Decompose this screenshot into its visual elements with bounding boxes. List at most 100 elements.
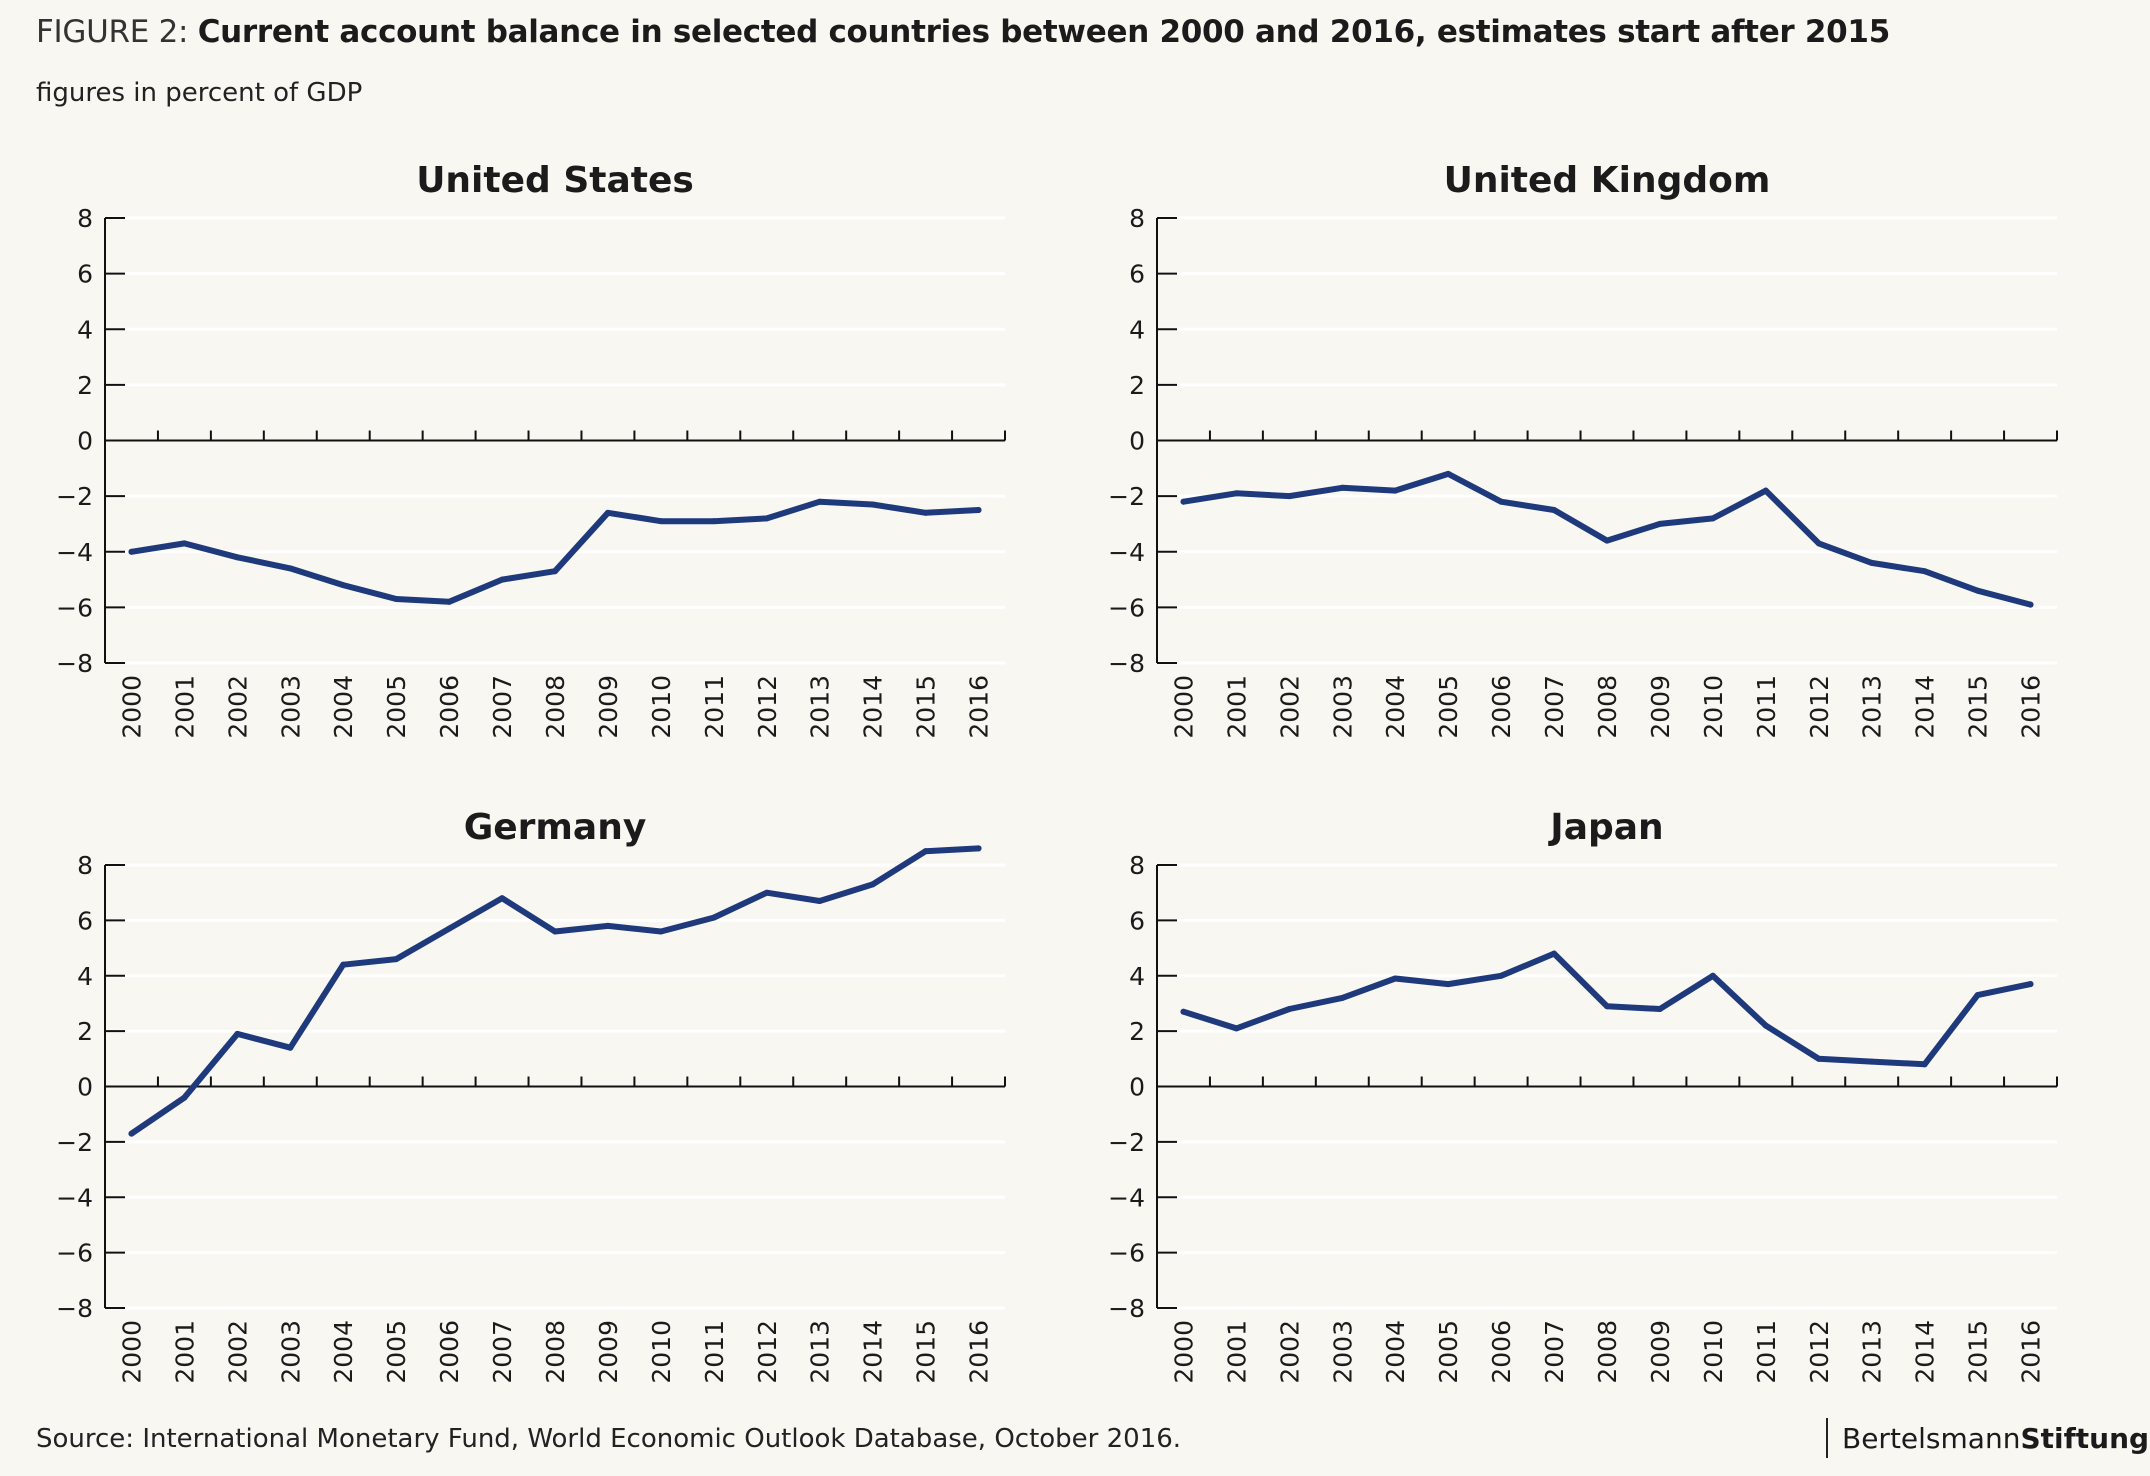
data-point	[393, 956, 400, 963]
x-tick-label: 2007	[1540, 1320, 1569, 1384]
data-point	[1551, 507, 1558, 514]
data-point	[128, 548, 135, 555]
data-point	[1233, 1025, 1240, 1032]
figure-label: FIGURE 2:	[36, 14, 189, 50]
y-tick-label: −2	[56, 1128, 93, 1157]
brand-part-2: Stiftung	[2020, 1421, 2150, 1455]
y-tick-label: 2	[1129, 371, 1145, 400]
y-tick-label: 6	[77, 906, 93, 935]
data-point	[1815, 1055, 1822, 1062]
data-point	[128, 1130, 135, 1137]
data-point	[922, 848, 929, 855]
x-tick-label: 2007	[1540, 675, 1569, 739]
data-point	[446, 598, 453, 605]
chart-title: United States	[416, 160, 694, 201]
data-point	[1339, 484, 1346, 491]
data-point	[1762, 487, 1769, 494]
y-tick-label: −8	[56, 1294, 93, 1323]
data-point	[1445, 981, 1452, 988]
x-tick-label: 2003	[276, 1320, 305, 1384]
y-tick-label: 4	[1129, 315, 1145, 344]
x-tick-label: 2016	[2017, 1320, 2046, 1384]
x-tick-label: 2015	[912, 1320, 941, 1384]
data-point	[1339, 994, 1346, 1001]
data-point	[1286, 493, 1293, 500]
data-point	[499, 895, 506, 902]
data-point	[710, 914, 717, 921]
x-tick-label: 2006	[435, 675, 464, 739]
data-point	[657, 928, 664, 935]
data-point	[287, 1044, 294, 1051]
x-tick-label: 2013	[806, 1320, 835, 1384]
y-tick-label: 2	[77, 1017, 93, 1046]
x-tick-label: 2012	[1805, 1320, 1834, 1384]
figure-main-title: Current account balance in selected coun…	[197, 14, 1891, 50]
x-tick-label: 2005	[382, 675, 411, 739]
figure-subtitle: figures in percent of GDP	[36, 78, 363, 108]
data-point	[1392, 487, 1399, 494]
data-point	[1868, 1058, 1875, 1065]
data-point	[234, 554, 241, 561]
data-point	[922, 509, 929, 516]
y-tick-label: −8	[1108, 649, 1145, 678]
chart-title: Japan	[1547, 807, 1663, 848]
x-tick-label: 2011	[700, 1320, 729, 1384]
y-tick-label: 0	[77, 427, 93, 456]
y-tick-label: −4	[56, 538, 93, 567]
data-point	[1604, 537, 1610, 544]
data-point	[763, 889, 770, 896]
y-tick-label: −2	[1108, 1128, 1145, 1157]
data-point	[1974, 587, 1981, 594]
y-tick-label: 0	[77, 1073, 93, 1102]
data-point	[2027, 601, 2034, 608]
y-tick-label: −2	[56, 482, 93, 511]
x-tick-label: 2009	[594, 675, 623, 739]
x-tick-label: 2003	[1328, 675, 1357, 739]
x-tick-label: 2000	[1169, 1320, 1198, 1384]
data-point	[181, 1094, 188, 1101]
data-point	[552, 568, 558, 575]
data-point	[657, 518, 664, 525]
source-note: Source: International Monetary Fund, Wor…	[36, 1424, 1182, 1454]
x-tick-label: 2009	[1646, 1320, 1675, 1384]
x-tick-label: 2010	[647, 1320, 676, 1384]
x-tick-label: 2009	[1646, 675, 1675, 739]
data-point	[1709, 515, 1716, 522]
x-tick-label: 2012	[753, 675, 782, 739]
x-tick-label: 2010	[1699, 675, 1728, 739]
data-point	[340, 961, 347, 968]
data-point	[1604, 1003, 1610, 1010]
x-tick-label: 2009	[594, 1320, 623, 1384]
data-point	[1921, 568, 1928, 575]
x-tick-label: 2000	[117, 675, 146, 739]
x-tick-label: 2007	[488, 675, 517, 739]
y-tick-label: 0	[1129, 427, 1145, 456]
x-tick-label: 2002	[1275, 675, 1304, 739]
y-tick-label: −4	[1108, 1183, 1145, 1212]
x-tick-label: 2006	[1487, 1320, 1516, 1384]
x-tick-label: 2004	[329, 675, 358, 739]
y-tick-label: 8	[1129, 851, 1145, 880]
chart-panel: United Kingdom 8 6 4 2 0 −2 −4 −6 −8 2000 2001 2002 2…	[1108, 160, 2058, 739]
y-tick-label: 2	[77, 371, 93, 400]
x-tick-label: 2015	[912, 675, 941, 739]
x-tick-label: 2014	[1911, 1320, 1940, 1384]
x-tick-label: 2003	[276, 675, 305, 739]
y-tick-label: −6	[1108, 1239, 1145, 1268]
data-point	[710, 518, 717, 525]
y-tick-label: 0	[1129, 1073, 1145, 1102]
x-tick-label: 2016	[965, 1320, 994, 1384]
data-point	[1392, 975, 1399, 982]
data-point	[1868, 559, 1875, 566]
y-tick-label: 4	[77, 315, 93, 344]
x-tick-label: 2000	[117, 1320, 146, 1384]
data-point	[2027, 981, 2034, 988]
data-point	[604, 922, 611, 929]
x-tick-label: 2010	[647, 675, 676, 739]
data-point	[1709, 972, 1716, 979]
series-line	[128, 845, 982, 1137]
y-tick-label: 6	[77, 260, 93, 289]
data-point	[234, 1030, 241, 1037]
x-tick-label: 2016	[965, 675, 994, 739]
